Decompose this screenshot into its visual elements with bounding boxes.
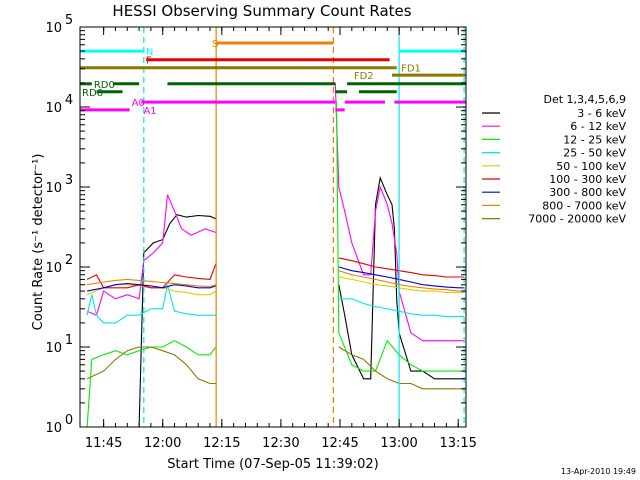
series-line-7 <box>87 270 465 292</box>
y-tick-label-5: 10 <box>45 21 62 36</box>
flag-label-a0: A0 <box>132 98 145 109</box>
legend-entry-8: 7000 - 20000 keV <box>528 213 626 226</box>
chart-title: HESSI Observing Summary Count Rates <box>112 2 411 20</box>
x-tick-label-6: 13:15 <box>439 436 476 451</box>
flag-label-s: S <box>212 39 218 50</box>
x-tick-label-3: 12:30 <box>262 436 299 451</box>
plot-area <box>86 27 465 428</box>
legend-entry-3: 25 - 50 keV <box>563 147 626 160</box>
plot-frame <box>79 26 467 428</box>
flag-label-rd0: RD0 <box>94 80 115 91</box>
legend-entry-0: 3 - 6 keV <box>577 107 626 120</box>
y-tick-label-3: 10 <box>45 181 62 196</box>
series-line-6 <box>86 266 465 292</box>
flag-label-f: F <box>146 56 152 67</box>
legend-entry-6: 300 - 800 keV <box>549 186 626 199</box>
y-tick-exponent-5: 5 <box>65 13 73 28</box>
x-tick-label-2: 12:15 <box>203 436 240 451</box>
x-tick-label-1: 12:00 <box>144 436 181 451</box>
flag-label-rd6: RD6 <box>82 88 103 99</box>
x-tick-label-0: 11:45 <box>85 436 122 451</box>
y-tick-exponent-3: 3 <box>65 173 73 188</box>
flag-label-fd2: FD2 <box>354 71 374 82</box>
y-axis-label: Count Rate (s⁻¹ detector⁻¹) <box>31 154 46 331</box>
flag-label-n: N <box>146 47 153 58</box>
x-axis-label: Start Time (07-Sep-05 11:39:02) <box>167 457 378 472</box>
legend-title: Det 1,3,4,5,6,9 <box>543 93 626 106</box>
y-tick-label-4: 10 <box>45 101 62 116</box>
axes: 11:45 12:00 12:15 12:30 12:45 13:00 13:1510010… <box>45 13 476 451</box>
series-line-1 <box>86 82 465 342</box>
series-line-3 <box>86 284 465 324</box>
legend-entry-4: 50 - 100 keV <box>556 160 626 173</box>
y-tick-exponent-1: 1 <box>65 333 73 348</box>
y-tick-exponent-2: 2 <box>65 253 73 268</box>
x-tick-label-5: 13:00 <box>380 436 417 451</box>
y-tick-label-1: 10 <box>45 341 62 356</box>
series-line-8 <box>86 346 465 390</box>
y-tick-label-0: 10 <box>45 421 62 436</box>
y-tick-exponent-0: 0 <box>65 413 73 428</box>
legend-entry-5: 100 - 300 keV <box>549 173 626 186</box>
x-tick-label-4: 12:45 <box>321 436 358 451</box>
y-tick-exponent-4: 4 <box>65 93 73 108</box>
legend-entry-1: 6 - 12 keV <box>570 120 626 133</box>
y-tick-label-2: 10 <box>45 261 62 276</box>
footer-date: 13-Apr-2010 19:49 <box>561 467 636 476</box>
legend-entry-7: 800 - 7000 keV <box>542 199 626 212</box>
flag-label-fd1: FD1 <box>401 64 421 75</box>
flag-label-a1: A1 <box>143 106 156 117</box>
legend-entry-2: 12 - 25 keV <box>563 133 626 146</box>
